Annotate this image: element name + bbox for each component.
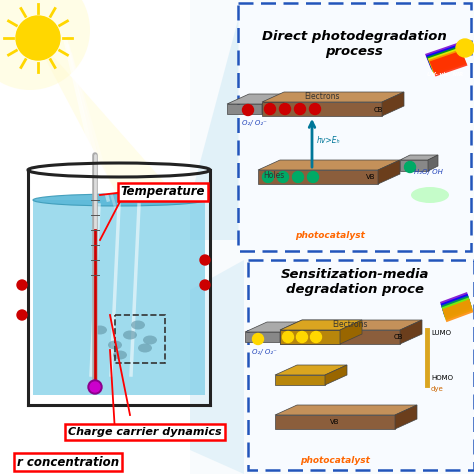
Ellipse shape xyxy=(93,326,107,335)
Circle shape xyxy=(310,103,320,115)
Ellipse shape xyxy=(411,187,449,203)
Circle shape xyxy=(308,172,319,182)
Circle shape xyxy=(297,331,308,343)
Circle shape xyxy=(264,103,275,115)
Polygon shape xyxy=(427,46,465,72)
Text: Electrons: Electrons xyxy=(332,320,368,329)
Polygon shape xyxy=(325,365,347,385)
Polygon shape xyxy=(258,160,400,170)
Text: H₂O/ OH: H₂O/ OH xyxy=(414,169,443,175)
Circle shape xyxy=(280,103,291,115)
Polygon shape xyxy=(425,43,463,69)
Polygon shape xyxy=(227,104,262,114)
Polygon shape xyxy=(340,320,362,344)
Text: VB: VB xyxy=(366,174,375,180)
Polygon shape xyxy=(190,0,474,474)
Text: CB: CB xyxy=(394,334,403,340)
Text: HOMO: HOMO xyxy=(431,375,453,381)
Polygon shape xyxy=(190,5,242,240)
Polygon shape xyxy=(280,322,302,342)
Text: Direct photodegradation
process: Direct photodegradation process xyxy=(262,30,447,58)
Circle shape xyxy=(200,255,210,265)
Text: O₂/ O₂⁻: O₂/ O₂⁻ xyxy=(252,349,277,355)
Polygon shape xyxy=(262,94,284,114)
Polygon shape xyxy=(30,30,180,200)
Circle shape xyxy=(253,334,264,345)
Circle shape xyxy=(200,280,210,290)
Circle shape xyxy=(243,104,254,116)
Polygon shape xyxy=(275,405,417,415)
Circle shape xyxy=(283,331,293,343)
Ellipse shape xyxy=(108,340,122,349)
Circle shape xyxy=(277,172,289,182)
Text: CB: CB xyxy=(374,107,383,113)
Polygon shape xyxy=(441,296,472,319)
Polygon shape xyxy=(262,102,382,116)
Polygon shape xyxy=(382,92,404,116)
Text: LUMO: LUMO xyxy=(431,330,451,336)
Text: photocatalyst: photocatalyst xyxy=(295,231,365,240)
Polygon shape xyxy=(280,320,422,330)
Circle shape xyxy=(292,172,303,182)
Text: r concentration: r concentration xyxy=(17,456,119,468)
Circle shape xyxy=(294,103,306,115)
Ellipse shape xyxy=(123,330,137,339)
Circle shape xyxy=(404,162,416,173)
Polygon shape xyxy=(442,297,473,320)
Circle shape xyxy=(263,172,273,182)
Text: photocatalyst: photocatalyst xyxy=(300,456,370,465)
Text: Holes: Holes xyxy=(263,171,284,180)
Polygon shape xyxy=(378,160,400,184)
Polygon shape xyxy=(227,94,284,104)
Polygon shape xyxy=(245,332,280,342)
Polygon shape xyxy=(33,200,205,395)
Text: Temperature: Temperature xyxy=(121,185,205,199)
Polygon shape xyxy=(275,375,325,385)
Polygon shape xyxy=(275,415,395,429)
Polygon shape xyxy=(280,330,340,344)
Ellipse shape xyxy=(143,336,157,345)
FancyBboxPatch shape xyxy=(248,260,474,470)
Ellipse shape xyxy=(33,194,205,206)
Polygon shape xyxy=(428,155,438,171)
Ellipse shape xyxy=(131,320,145,329)
Polygon shape xyxy=(441,294,472,317)
Text: O₂/ O₂⁻: O₂/ O₂⁻ xyxy=(242,120,267,126)
Polygon shape xyxy=(400,160,428,171)
Circle shape xyxy=(456,39,474,57)
Text: Electrons: Electrons xyxy=(304,92,340,101)
Polygon shape xyxy=(400,320,422,344)
Polygon shape xyxy=(245,322,302,332)
Ellipse shape xyxy=(113,350,127,359)
Text: dye: dye xyxy=(431,386,444,392)
Polygon shape xyxy=(190,260,244,474)
Circle shape xyxy=(17,310,27,320)
Circle shape xyxy=(17,280,27,290)
Ellipse shape xyxy=(138,344,152,353)
Circle shape xyxy=(90,382,100,392)
Text: Charge carrier dynamics: Charge carrier dynamics xyxy=(68,427,222,437)
Polygon shape xyxy=(442,299,474,322)
Polygon shape xyxy=(400,155,438,160)
Polygon shape xyxy=(258,170,378,184)
Polygon shape xyxy=(280,320,362,330)
FancyBboxPatch shape xyxy=(238,3,471,251)
Polygon shape xyxy=(428,47,465,73)
Circle shape xyxy=(88,380,102,394)
Circle shape xyxy=(310,331,321,343)
Polygon shape xyxy=(426,45,464,71)
Text: VB: VB xyxy=(330,419,339,425)
Ellipse shape xyxy=(0,0,90,90)
Polygon shape xyxy=(429,51,467,76)
Polygon shape xyxy=(440,292,471,315)
Text: Sensitization-media
degradation proce: Sensitization-media degradation proce xyxy=(281,268,429,296)
Polygon shape xyxy=(395,405,417,429)
Polygon shape xyxy=(275,365,347,375)
Polygon shape xyxy=(262,92,404,102)
Text: hv>Eₕ: hv>Eₕ xyxy=(317,136,341,145)
Text: UV- vis- NIR: UV- vis- NIR xyxy=(427,72,463,77)
Polygon shape xyxy=(280,330,400,344)
Circle shape xyxy=(16,16,60,60)
Polygon shape xyxy=(428,49,466,75)
